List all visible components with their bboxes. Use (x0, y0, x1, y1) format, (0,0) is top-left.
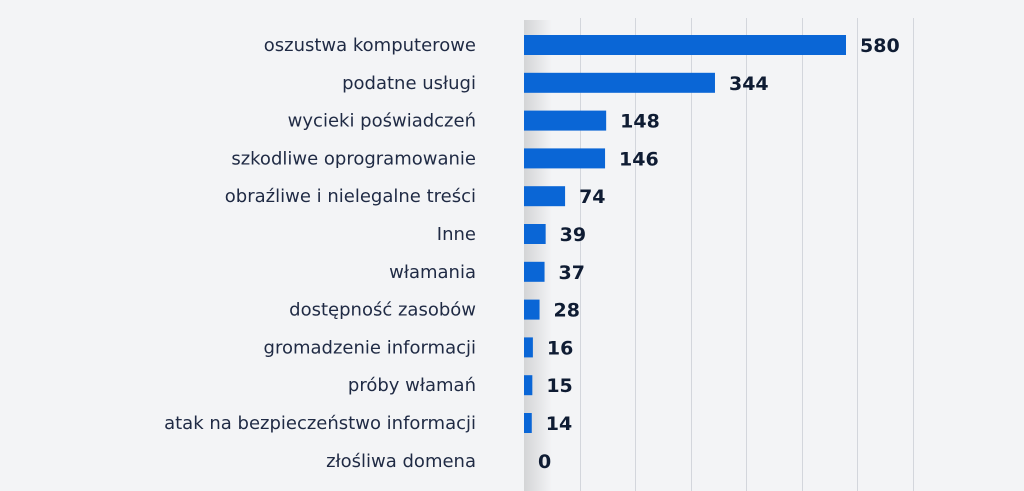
value-label: 74 (579, 186, 605, 208)
category-label: Inne (437, 224, 476, 245)
bar (524, 110, 607, 131)
value-label: 344 (729, 73, 769, 95)
bar (524, 413, 532, 433)
category-label: złośliwa domena (326, 451, 476, 472)
value-label: 14 (546, 413, 572, 435)
bar (524, 224, 546, 244)
value-label: 0 (538, 451, 551, 473)
bar (524, 35, 846, 55)
category-label: oszustwa komputerowe (264, 35, 476, 56)
value-label: 146 (619, 148, 659, 170)
labels-layer: oszustwa komputerowe 580 podatne usługi 344… (164, 35, 900, 473)
bar (524, 375, 533, 396)
bar (524, 186, 566, 207)
axis-shadow (524, 20, 552, 491)
category-label: wycieki poświadczeń (288, 111, 476, 132)
bar (524, 261, 545, 282)
category-label: podatne usługi (342, 73, 476, 94)
category-label: obraźliwe i nielegalne treści (225, 186, 476, 207)
bar (524, 299, 540, 320)
category-label: dostępność zasobów (289, 300, 476, 321)
category-label: gromadzenie informacji (264, 337, 476, 358)
grid-layer (580, 18, 914, 491)
bar (524, 72, 715, 93)
bar (524, 337, 533, 358)
bars-layer (524, 35, 846, 433)
category-label: atak na bezpieczeństwo informacji (164, 413, 476, 434)
value-label: 37 (559, 262, 585, 284)
category-label: próby włamań (348, 375, 476, 396)
category-label: włamania (389, 262, 476, 283)
value-label: 16 (547, 337, 573, 359)
value-label: 15 (546, 375, 572, 397)
value-label: 580 (860, 35, 900, 57)
category-label: szkodliwe oprogramowanie (231, 148, 476, 169)
value-label: 39 (560, 224, 586, 246)
value-label: 148 (620, 111, 660, 133)
bar (524, 148, 606, 169)
value-label: 28 (554, 300, 580, 322)
